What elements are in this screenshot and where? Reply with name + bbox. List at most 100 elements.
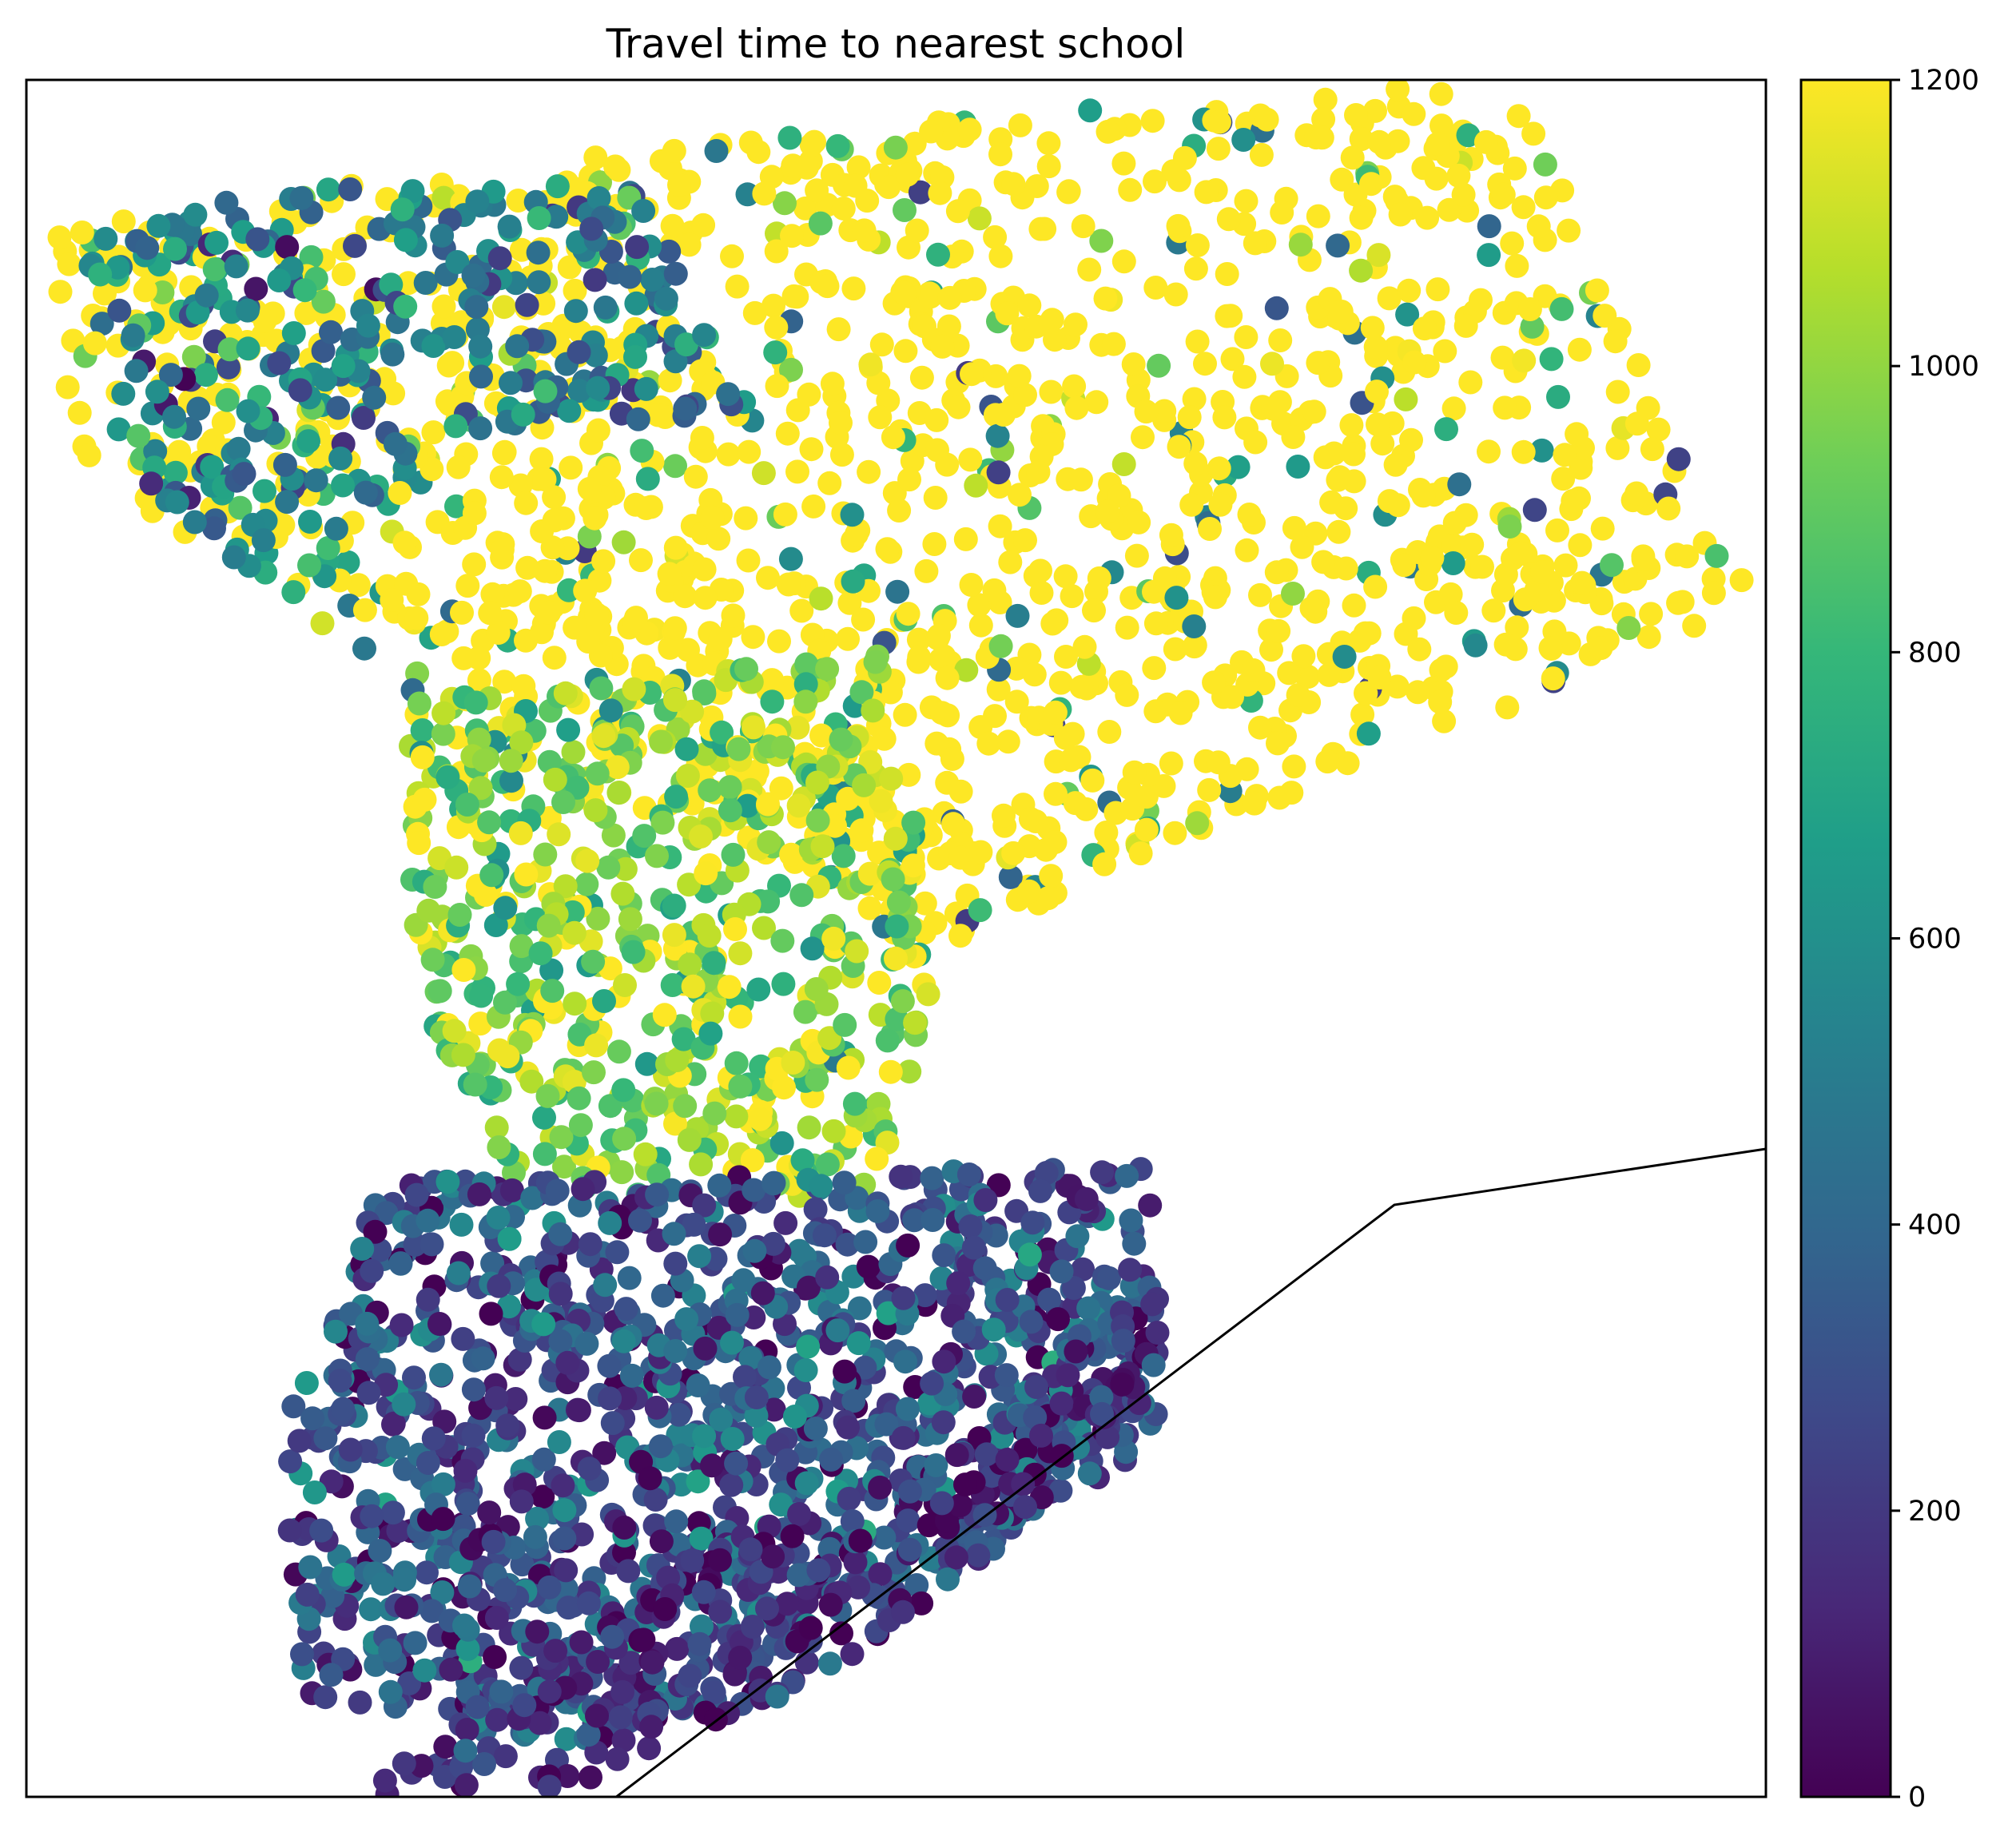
- scatter-point: [407, 831, 431, 856]
- scatter-point: [878, 1059, 903, 1084]
- scatter-point: [1477, 243, 1501, 268]
- scatter-point: [1237, 503, 1262, 527]
- scatter-point: [785, 459, 809, 484]
- scatter-point: [1340, 145, 1365, 170]
- scatter-point: [884, 946, 908, 971]
- scatter-point: [1432, 709, 1457, 733]
- scatter-point: [552, 1154, 576, 1179]
- scatter-point: [1377, 286, 1402, 311]
- scatter-point: [1053, 725, 1078, 750]
- scatter-point: [840, 503, 865, 527]
- scatter-point: [495, 1413, 520, 1438]
- scatter-point: [480, 1251, 505, 1276]
- scatter-point: [1207, 456, 1231, 481]
- scatter-point: [364, 1652, 388, 1677]
- scatter-point: [410, 718, 435, 742]
- scatter-point: [741, 625, 765, 650]
- scatter-point: [1054, 645, 1078, 669]
- scatter-point: [1115, 615, 1139, 640]
- scatter-point: [890, 989, 915, 1014]
- scatter-point: [1077, 257, 1102, 282]
- scatter-point: [275, 490, 300, 515]
- scatter-point: [537, 600, 562, 625]
- scatter-point: [165, 490, 189, 515]
- scatter-point: [866, 371, 891, 395]
- scatter-point: [877, 175, 901, 200]
- scatter-point: [797, 1115, 821, 1140]
- scatter-point: [1349, 127, 1374, 152]
- scatter-point: [1056, 180, 1081, 205]
- scatter-point: [677, 1127, 702, 1152]
- scatter-point: [451, 646, 476, 670]
- scatter-point: [829, 727, 853, 752]
- scatter-point: [857, 896, 882, 920]
- scatter-point: [736, 548, 761, 573]
- scatter-point: [654, 286, 678, 311]
- scatter-point: [1299, 596, 1324, 621]
- scatter-point: [394, 1595, 419, 1619]
- scatter-point: [663, 688, 687, 713]
- scatter-point: [1206, 750, 1231, 775]
- scatter-point: [665, 1636, 690, 1661]
- scatter-point: [1062, 374, 1087, 399]
- scatter-point: [1177, 405, 1202, 430]
- scatter-point: [503, 1387, 528, 1411]
- scatter-point: [988, 514, 1012, 538]
- scatter-point: [622, 677, 646, 701]
- scatter-point: [763, 340, 788, 365]
- scatter-point: [924, 731, 949, 756]
- scatter-point: [598, 1386, 622, 1411]
- scatter-point: [423, 875, 447, 899]
- scatter-point: [427, 1312, 451, 1336]
- scatter-point: [868, 1475, 893, 1500]
- scatter-point: [1124, 543, 1149, 568]
- scatter-point: [799, 133, 824, 157]
- scatter-point: [611, 1329, 636, 1353]
- scatter-point: [1508, 541, 1533, 566]
- scatter-point: [338, 1437, 363, 1462]
- scatter-point: [756, 889, 781, 914]
- scatter-point: [1215, 262, 1239, 286]
- scatter-point: [936, 1567, 960, 1592]
- scatter-point: [775, 421, 800, 446]
- scatter-point: [868, 405, 893, 430]
- scatter-point: [707, 1173, 732, 1198]
- scatter-point: [657, 239, 682, 264]
- scatter-point: [1429, 81, 1453, 106]
- scatter-point: [495, 1044, 520, 1069]
- scatter-point: [313, 1426, 338, 1451]
- scatter-point: [577, 476, 602, 501]
- scatter-point: [926, 242, 950, 267]
- scatter-point: [1028, 558, 1052, 583]
- scatter-point: [150, 280, 175, 304]
- scatter-point: [1600, 553, 1624, 578]
- scatter-point: [692, 1193, 717, 1218]
- scatter-point: [863, 650, 888, 674]
- scatter-point: [552, 1498, 577, 1523]
- scatter-point: [372, 1768, 397, 1793]
- scatter-point: [302, 1480, 327, 1504]
- scatter-point: [913, 1283, 937, 1308]
- scatter-point: [469, 364, 493, 389]
- scatter-point: [491, 441, 516, 466]
- scatter-point: [472, 1752, 496, 1776]
- scatter-point: [586, 418, 610, 443]
- scatter-point: [1512, 348, 1537, 373]
- scatter-point: [1022, 662, 1047, 687]
- scatter-point: [1090, 1401, 1114, 1426]
- scatter-point: [624, 606, 648, 630]
- scatter-point: [1624, 481, 1649, 506]
- scatter-point: [903, 1011, 928, 1035]
- scatter-point: [632, 824, 657, 848]
- scatter-point: [427, 979, 452, 1003]
- scatter-point: [716, 442, 741, 467]
- scatter-point: [755, 1596, 779, 1621]
- scatter-point: [471, 748, 496, 773]
- scatter-point: [490, 538, 515, 562]
- scatter-point: [1399, 427, 1423, 452]
- scatter-point: [1569, 570, 1594, 595]
- scatter-point: [1090, 1160, 1115, 1185]
- scatter-point: [1248, 582, 1272, 607]
- scatter-point: [93, 281, 117, 306]
- scatter-point: [944, 1545, 968, 1570]
